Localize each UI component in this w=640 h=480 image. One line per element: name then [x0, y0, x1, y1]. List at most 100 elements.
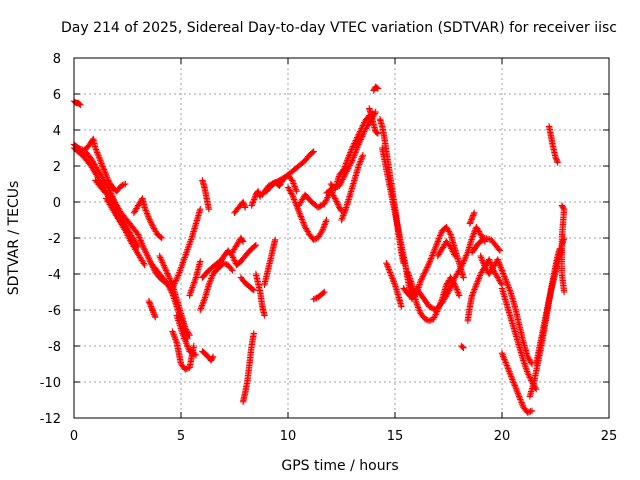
- data-point-markers: [379, 144, 416, 303]
- data-series: [466, 209, 478, 227]
- data-point-markers: [284, 184, 330, 243]
- data-point-markers: [468, 234, 504, 256]
- data-point-markers: [145, 297, 159, 321]
- data-point-markers: [458, 342, 467, 351]
- data-point-markers: [199, 242, 260, 281]
- data-point-markers: [130, 195, 165, 242]
- data-series: [434, 238, 459, 260]
- data-series: [338, 152, 367, 224]
- data-point-markers: [169, 206, 204, 292]
- x-tick-label: 20: [494, 429, 511, 444]
- data-series: [237, 274, 257, 294]
- data-series: [70, 98, 84, 108]
- data-point-markers: [261, 236, 279, 288]
- data-point-markers: [366, 105, 382, 137]
- y-tick-label: 2: [53, 160, 61, 175]
- data-series: [498, 285, 540, 393]
- data-series: [229, 234, 247, 256]
- y-tick-label: -6: [48, 304, 61, 319]
- data-point-markers: [156, 252, 191, 342]
- data-series: [199, 242, 260, 281]
- x-tick-label: 10: [280, 429, 297, 444]
- data-point-markers: [310, 288, 328, 303]
- data-series: [102, 195, 148, 269]
- data-series: [310, 288, 328, 303]
- data-series: [370, 83, 382, 94]
- data-point-markers: [197, 260, 236, 314]
- data-point-markers: [434, 238, 459, 260]
- data-point-markers: [229, 234, 247, 256]
- y-tick-label: -2: [48, 232, 61, 247]
- data-point-markers: [413, 224, 489, 314]
- data-series: [156, 252, 191, 342]
- data-series: [252, 270, 268, 319]
- data-series: [383, 260, 405, 310]
- axes: 0 5 10 15 20 25 -12 -10 -8 -6 -4 -2 0 2 4 6 8: [40, 52, 618, 444]
- x-axis-label: GPS time / hours: [281, 458, 398, 474]
- data-point-markers: [477, 252, 536, 368]
- data-point-markers: [199, 348, 217, 364]
- data-point-markers: [466, 209, 478, 227]
- data-series: [366, 105, 382, 137]
- data-points: [70, 83, 568, 416]
- data-series: [197, 260, 236, 314]
- data-point-markers: [70, 98, 84, 108]
- data-point-markers: [186, 258, 204, 299]
- x-tick-label: 15: [387, 429, 404, 444]
- y-tick-label: 8: [53, 52, 61, 67]
- data-point-markers: [79, 135, 129, 195]
- grid-lines: [74, 58, 609, 418]
- data-series: [545, 123, 561, 166]
- data-point-markers: [545, 123, 561, 166]
- data-point-markers: [558, 202, 568, 296]
- data-series: [379, 144, 416, 303]
- data-point-markers: [338, 152, 367, 224]
- data-point-markers: [102, 195, 148, 269]
- y-tick-label: -8: [48, 340, 61, 355]
- data-series: [259, 171, 300, 198]
- data-point-markers: [370, 83, 382, 94]
- data-series: [284, 184, 330, 243]
- data-point-markers: [295, 188, 345, 215]
- data-point-markers: [498, 350, 536, 416]
- data-series: [173, 312, 200, 359]
- data-point-markers: [252, 270, 268, 319]
- data-series: [145, 297, 159, 321]
- chart-title: Day 214 of 2025, Sidereal Day-to-day VTE…: [61, 20, 617, 36]
- data-point-markers: [231, 198, 249, 216]
- y-tick-label: -4: [48, 268, 61, 283]
- data-series: [323, 108, 379, 197]
- data-series: [498, 350, 536, 416]
- data-point-markers: [263, 148, 317, 195]
- y-tick-label: 6: [53, 88, 61, 103]
- data-point-markers: [237, 274, 257, 294]
- x-tick-label: 25: [601, 429, 618, 444]
- data-series: [558, 202, 568, 296]
- y-tick-label: -12: [40, 412, 61, 427]
- data-series: [199, 177, 212, 213]
- data-series: [79, 135, 129, 195]
- y-tick-label: 4: [53, 124, 61, 139]
- data-point-markers: [239, 330, 257, 405]
- x-tick-label: 5: [177, 429, 185, 444]
- data-series: [169, 206, 204, 292]
- data-series: [248, 188, 264, 209]
- y-axis-label: SDTVAR / TECUs: [6, 181, 22, 296]
- data-series: [231, 198, 249, 216]
- data-point-markers: [259, 171, 300, 198]
- data-point-markers: [383, 260, 405, 310]
- data-series: [263, 148, 317, 195]
- data-point-markers: [248, 188, 264, 209]
- data-series: [130, 195, 165, 242]
- data-series: [458, 342, 467, 351]
- data-point-markers: [498, 285, 540, 393]
- data-series: [261, 236, 279, 288]
- data-series: [199, 348, 217, 364]
- x-tick-label: 0: [70, 429, 78, 444]
- y-tick-label: -10: [40, 376, 61, 391]
- data-series: [468, 234, 504, 256]
- data-series: [295, 188, 345, 215]
- data-point-markers: [199, 177, 212, 213]
- data-point-markers: [323, 108, 379, 197]
